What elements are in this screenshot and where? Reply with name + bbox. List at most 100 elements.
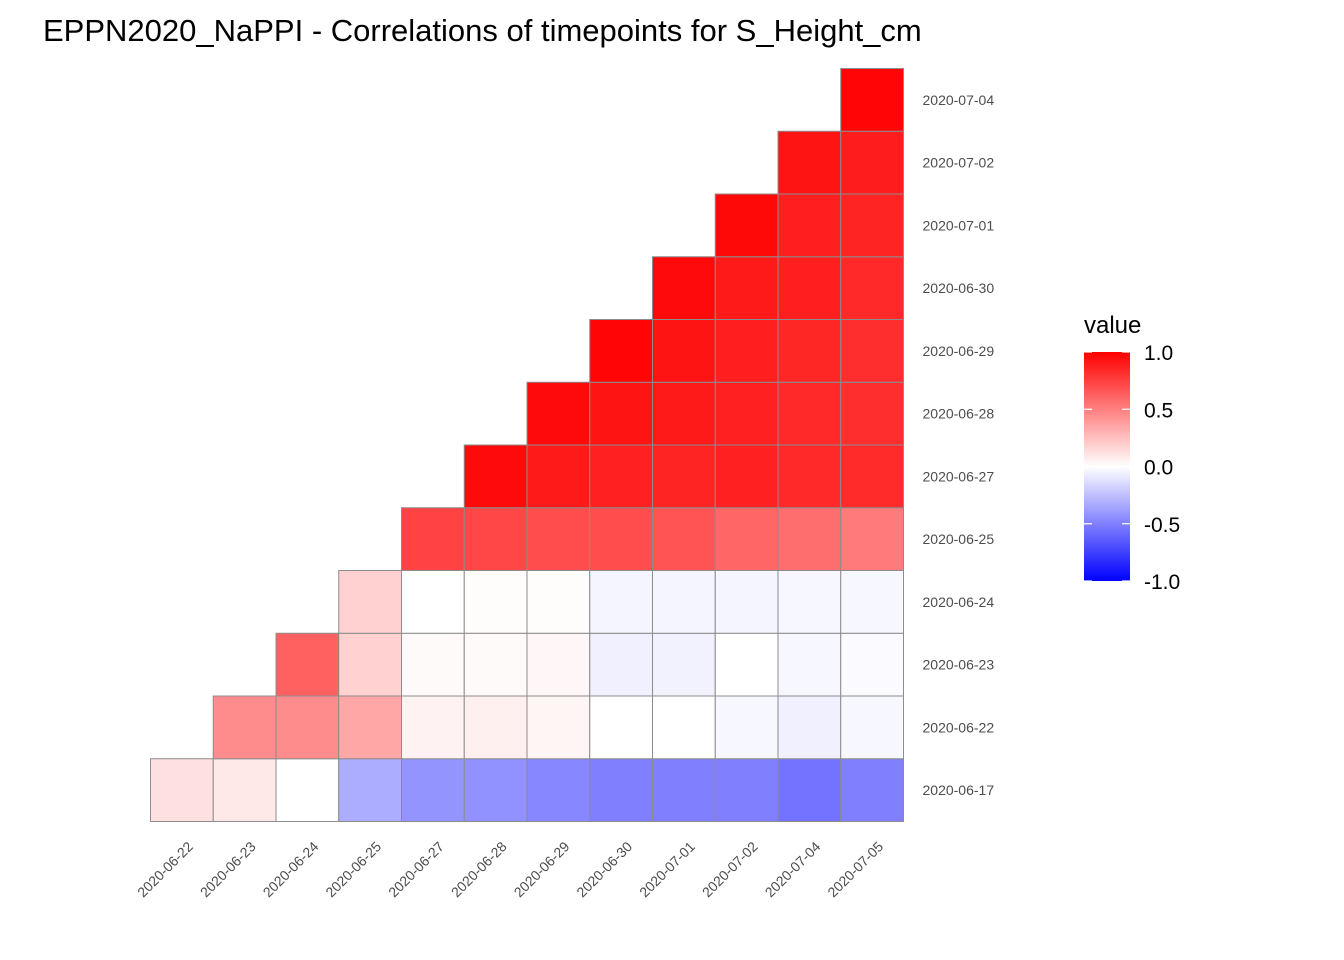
x-tick-label: 2020-07-04 — [762, 838, 824, 900]
x-tick-label: 2020-07-02 — [699, 838, 761, 900]
legend-tick-label: 0.5 — [1144, 399, 1173, 422]
x-tick-label: 2020-06-28 — [448, 838, 510, 900]
heatmap-cell — [338, 570, 402, 634]
x-tick-label: 2020-06-22 — [134, 838, 196, 900]
heatmap-cell — [526, 570, 591, 634]
heatmap-cell — [840, 507, 904, 571]
heatmap-cell — [652, 381, 716, 446]
legend-ticks: 1.0 0.5 0.0 -0.5 -1.0 — [1084, 342, 1180, 594]
heatmap-cell — [463, 570, 528, 634]
x-tick-label: 2020-06-27 — [385, 838, 447, 900]
heatmap-cell — [714, 632, 779, 697]
y-axis-tick-labels: 2020-06-17 2020-06-22 2020-06-23 2020-06-24… — [923, 92, 995, 798]
heatmap-cell — [652, 758, 716, 822]
x-tick-label: 2020-06-30 — [573, 838, 635, 900]
legend-tick-label: -0.5 — [1144, 514, 1180, 537]
heatmap-cell — [777, 632, 842, 697]
heatmap-cell — [212, 758, 277, 822]
x-tick-label: 2020-07-01 — [636, 838, 698, 900]
heatmap-cell — [714, 695, 779, 760]
heatmap-cell — [338, 695, 402, 760]
heatmap-cell — [652, 507, 716, 571]
heatmap-cell — [463, 632, 528, 697]
heatmap-cell — [777, 507, 842, 571]
heatmap-cell — [589, 632, 653, 697]
y-tick-label: 2020-06-30 — [923, 280, 995, 296]
heatmap-cell — [526, 695, 591, 760]
y-tick-label: 2020-07-04 — [923, 92, 995, 108]
heatmap-cell — [652, 319, 716, 383]
x-tick-label: 2020-07-05 — [824, 838, 886, 900]
heatmap-cell — [401, 570, 465, 634]
heatmap-cell — [777, 319, 842, 383]
y-tick-label: 2020-06-22 — [923, 719, 995, 735]
heatmap-cell — [212, 695, 277, 760]
heatmap-cell — [589, 695, 653, 760]
heatmap-cell — [840, 193, 904, 258]
heatmap-cell — [714, 570, 779, 634]
heatmap-cell — [463, 507, 528, 571]
heatmap-cell — [463, 758, 528, 822]
heatmap-cell — [275, 758, 340, 822]
heatmap-cell — [840, 130, 904, 195]
heatmap-cell — [652, 632, 716, 697]
heatmap-cell — [840, 570, 904, 634]
heatmap-cell — [840, 632, 904, 697]
heatmap-cell — [589, 444, 653, 509]
legend-tick-label: -1.0 — [1144, 571, 1180, 594]
heatmap-cell — [589, 381, 653, 446]
heatmap-cell — [589, 319, 653, 383]
x-axis-tick-labels: 2020-06-22 2020-06-23 2020-06-24 2020-06-25… — [134, 838, 886, 900]
legend-tick-label: 0.0 — [1144, 457, 1173, 480]
heatmap-cell — [338, 758, 402, 822]
heatmap-cell — [401, 758, 465, 822]
heatmap-cell — [150, 758, 214, 822]
x-tick-label: 2020-06-23 — [197, 838, 259, 900]
heatmap-cell — [840, 444, 904, 509]
y-tick-label: 2020-06-24 — [923, 594, 995, 610]
y-tick-label: 2020-06-29 — [923, 343, 995, 359]
heatmap-cell — [777, 256, 842, 320]
heatmap-cell — [714, 256, 779, 320]
heatmap-cell — [777, 758, 842, 822]
heatmap-cell — [652, 256, 716, 320]
heatmap-cell — [526, 758, 591, 822]
heatmap-cell — [526, 507, 591, 571]
heatmap-cell — [840, 695, 904, 760]
heatmap-cell — [714, 319, 779, 383]
heatmap-cell — [714, 193, 779, 258]
y-tick-label: 2020-06-25 — [923, 531, 995, 547]
heatmap-cell — [840, 758, 904, 822]
legend-tick-label: 1.0 — [1144, 342, 1173, 365]
heatmap-cell — [777, 130, 842, 195]
y-tick-label: 2020-06-27 — [923, 468, 995, 484]
y-tick-label: 2020-06-23 — [923, 657, 995, 673]
y-tick-label: 2020-07-02 — [923, 155, 995, 171]
heatmap-cell — [840, 256, 904, 320]
heatmap-cell — [777, 444, 842, 509]
legend-title: value — [1084, 312, 1141, 339]
x-tick-label: 2020-06-24 — [260, 838, 322, 900]
heatmap-cell — [589, 570, 653, 634]
heatmap-cell — [401, 507, 465, 571]
heatmap-cell — [526, 381, 591, 446]
heatmap-cell — [275, 695, 340, 760]
chart-title: EPPN2020_NaPPI - Correlations of timepoi… — [43, 13, 922, 48]
heatmap-cell — [714, 507, 779, 571]
heatmap-cell — [777, 570, 842, 634]
heatmap-cell — [714, 381, 779, 446]
heatmap-cell — [840, 68, 904, 132]
heatmap-cell — [463, 695, 528, 760]
heatmap-cell — [777, 193, 842, 258]
heatmap-cell — [526, 632, 591, 697]
heatmap-cell — [338, 632, 402, 697]
heatmap-cell — [463, 444, 528, 509]
heatmap-cell — [401, 632, 465, 697]
heatmap-cell — [652, 570, 716, 634]
y-tick-label: 2020-06-28 — [923, 406, 995, 422]
x-tick-label: 2020-06-29 — [511, 838, 573, 900]
heatmap-cell — [526, 444, 591, 509]
heatmap-cell — [589, 507, 653, 571]
heatmap-cell — [714, 758, 779, 822]
heatmap-cell — [714, 444, 779, 509]
